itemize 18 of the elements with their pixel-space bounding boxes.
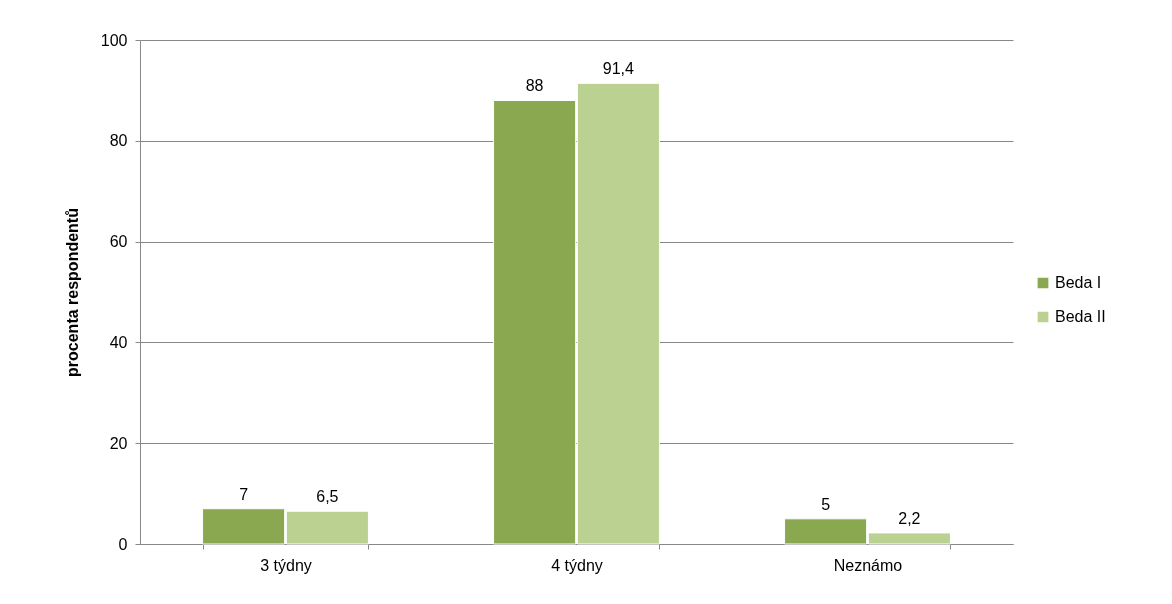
y-tick-label: 40: [109, 333, 128, 351]
legend-label: Beda II: [1055, 308, 1106, 325]
y-tick-label: 60: [109, 233, 128, 251]
x-tick-label: 3 týdny: [260, 556, 312, 574]
data-label: 6,5: [316, 488, 339, 506]
data-label: 2,2: [898, 509, 921, 527]
data-label: 7: [239, 485, 249, 503]
y-axis-title: procenta respondentů: [63, 208, 81, 377]
data-label: 5: [821, 495, 831, 513]
data-label: 88: [525, 77, 544, 95]
y-tick-label: 20: [109, 434, 128, 452]
x-tick-label: Neznámo: [833, 556, 903, 574]
y-tick-label: 100: [100, 31, 128, 49]
y-tick-label: 0: [118, 535, 128, 553]
x-tick-label: 4 týdny: [551, 556, 603, 574]
data-label: 91,4: [602, 60, 635, 78]
y-tick-label: 80: [109, 132, 128, 150]
legend-label: Beda I: [1055, 274, 1102, 291]
